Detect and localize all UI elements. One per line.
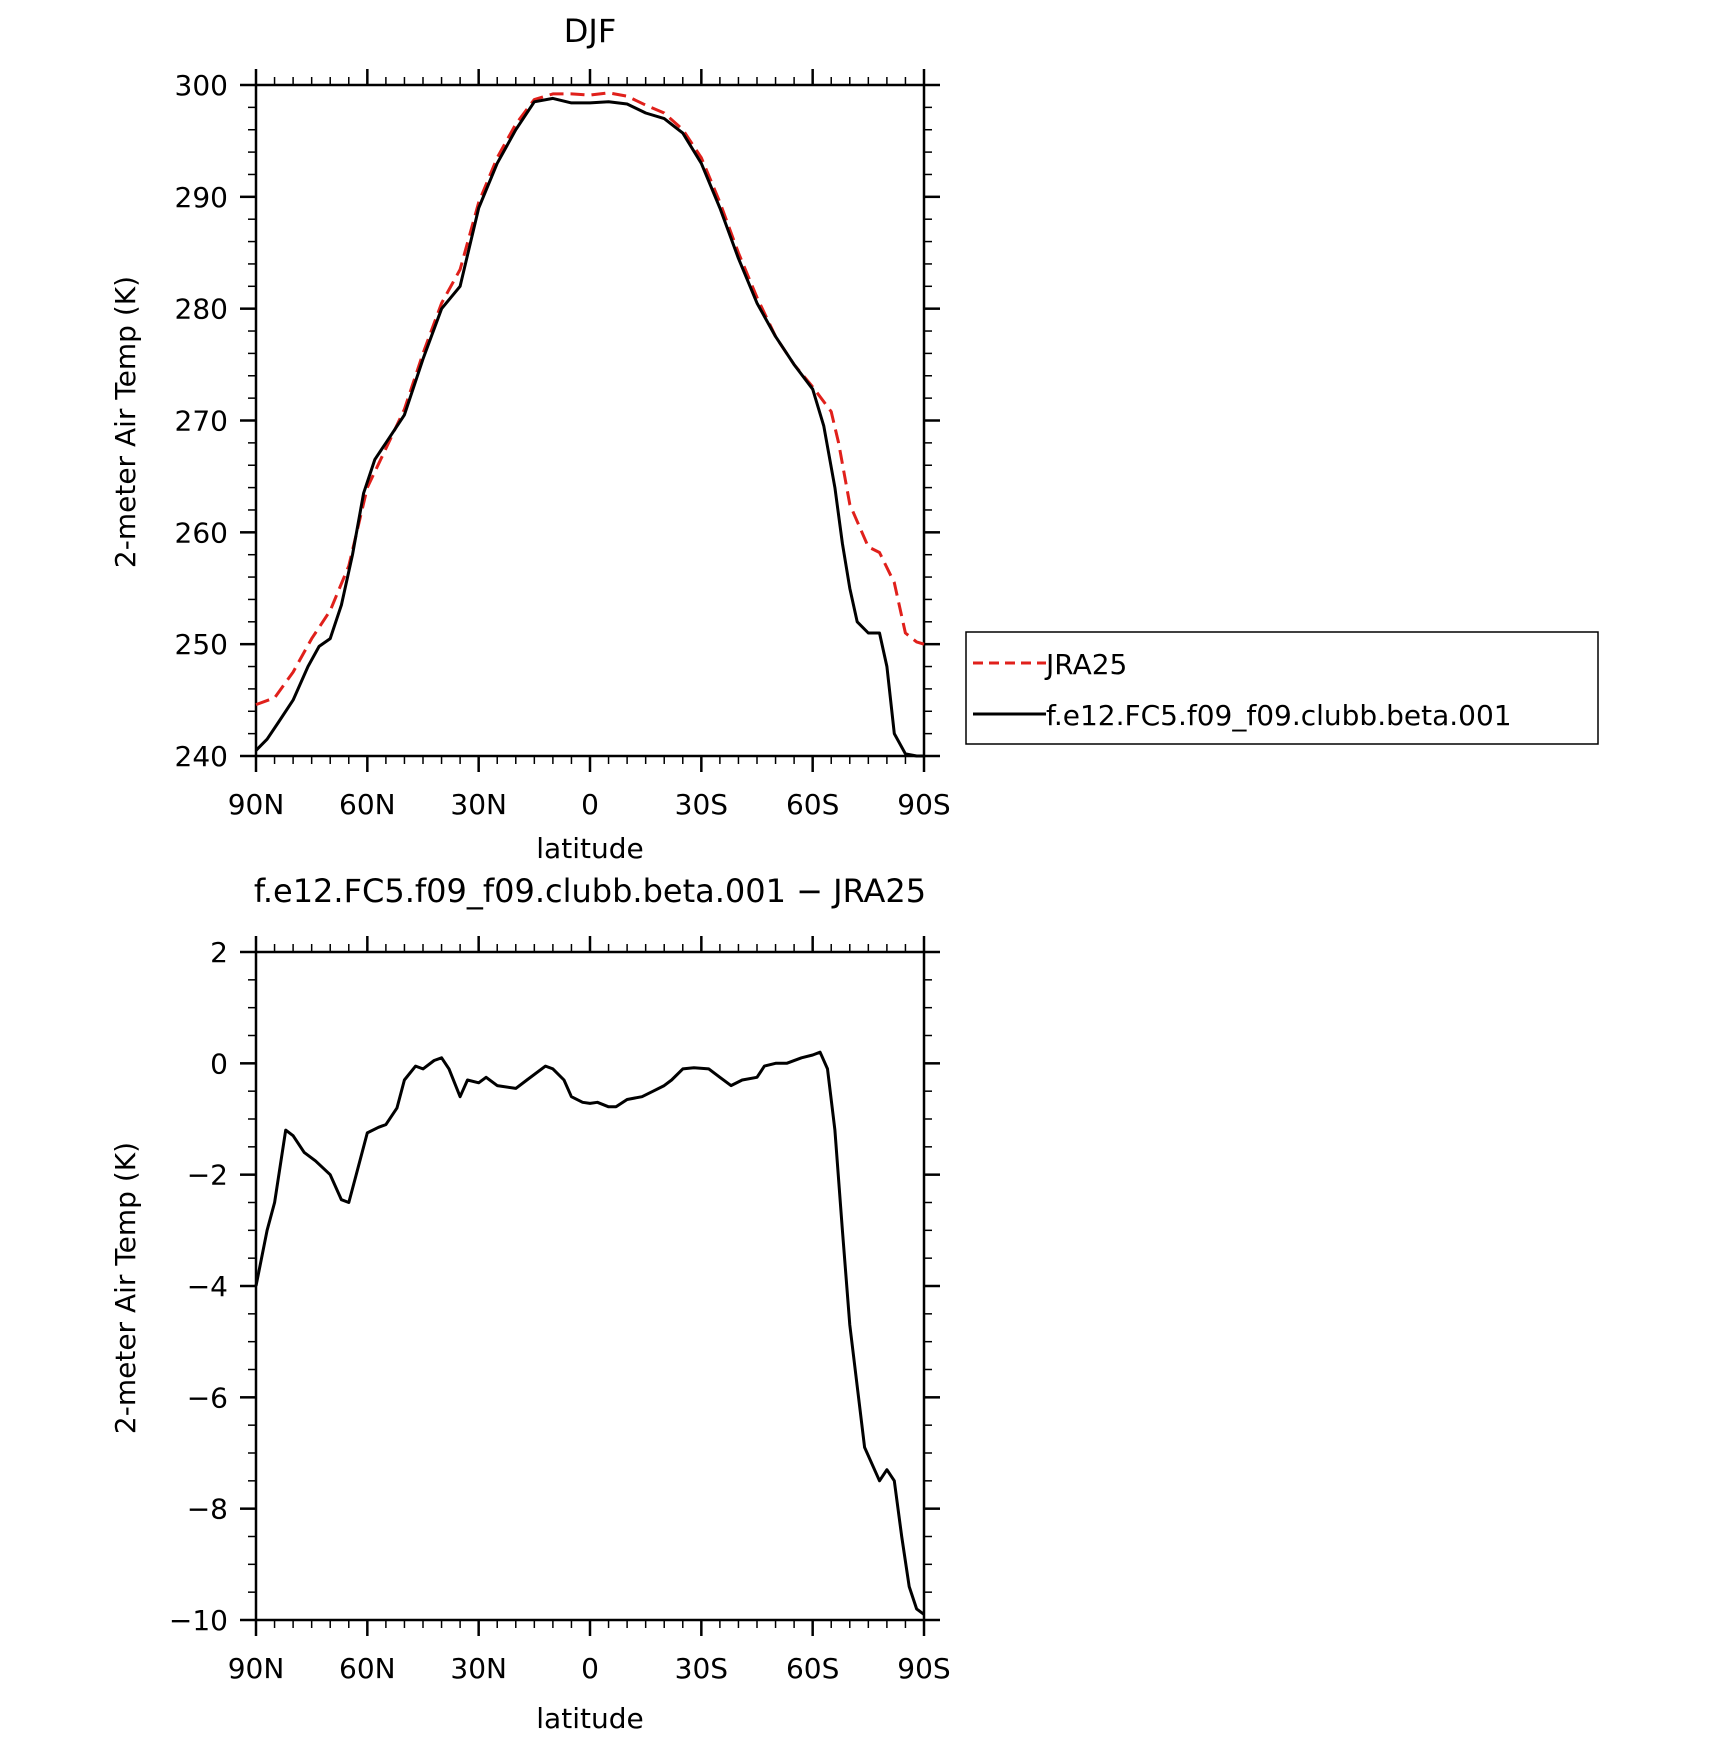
legend-label-jra25: JRA25 [1044,648,1127,681]
plot-frame [254,83,926,758]
y-tick-label: −4 [187,1270,228,1303]
y-tick-label: 270 [175,405,228,438]
series-line-0 [255,91,925,707]
x-tick-label: 30N [450,1652,507,1685]
top-panel-title: DJF [564,12,616,50]
top-panel: DJF latitude 2-meter Air Temp (K) 240 250… [109,12,951,865]
x-tick-label: 30S [675,1652,728,1685]
series-line-1 [254,96,924,758]
y-tick-label: −6 [187,1381,228,1414]
y-tick-label: 260 [175,516,228,549]
y-tick-label: −10 [169,1604,228,1637]
y-tick-label: 300 [175,69,228,102]
x-tick-label: 60S [786,788,839,821]
bottom-panel-y-axis-label: 2-meter Air Temp (K) [109,1142,142,1434]
y-tick-label: −8 [187,1493,228,1526]
bottom-panel-x-axis-label: latitude [536,1702,643,1735]
x-tick-label: 30S [675,788,728,821]
top-panel-y-axis-label: 2-meter Air Temp (K) [109,276,142,568]
minor-ticks [248,77,932,764]
x-tick-label: 60N [339,788,396,821]
y-tick-label: 280 [175,293,228,326]
x-tick-label: 60S [786,1652,839,1685]
legend-box [965,631,1599,745]
bottom-panel-title: f.e12.FC5.f09_f09.clubb.beta.001 − JRA25 [254,872,926,910]
x-tick-label: 90S [897,1652,950,1685]
top-panel-x-axis-label: latitude [536,832,643,865]
legend-label-model: f.e12.FC5.f09_f09.clubb.beta.001 [1046,699,1512,732]
y-tick-label: 250 [175,628,228,661]
x-tick-label: 0 [581,788,599,821]
x-tick-label: 0 [581,1652,599,1685]
series-line-0 [254,1050,925,1616]
y-tick-label: 290 [175,181,228,214]
plot-frame [254,950,926,1622]
x-tick-label: 90N [228,1652,285,1685]
legend: JRA25 f.e12.FC5.f09_f09.clubb.beta.001 [965,631,1599,745]
y-tick-label: 0 [210,1047,228,1080]
y-tick-label: 2 [210,936,228,969]
minor-ticks [248,944,932,1628]
bottom-panel: f.e12.FC5.f09_f09.clubb.beta.001 − JRA25… [109,872,951,1735]
x-tick-label: 30N [450,788,507,821]
x-tick-label: 90N [228,788,285,821]
y-tick-label: −2 [187,1159,228,1192]
x-tick-label: 60N [339,1652,396,1685]
y-tick-label: 240 [175,740,228,773]
x-tick-label: 90S [897,788,950,821]
